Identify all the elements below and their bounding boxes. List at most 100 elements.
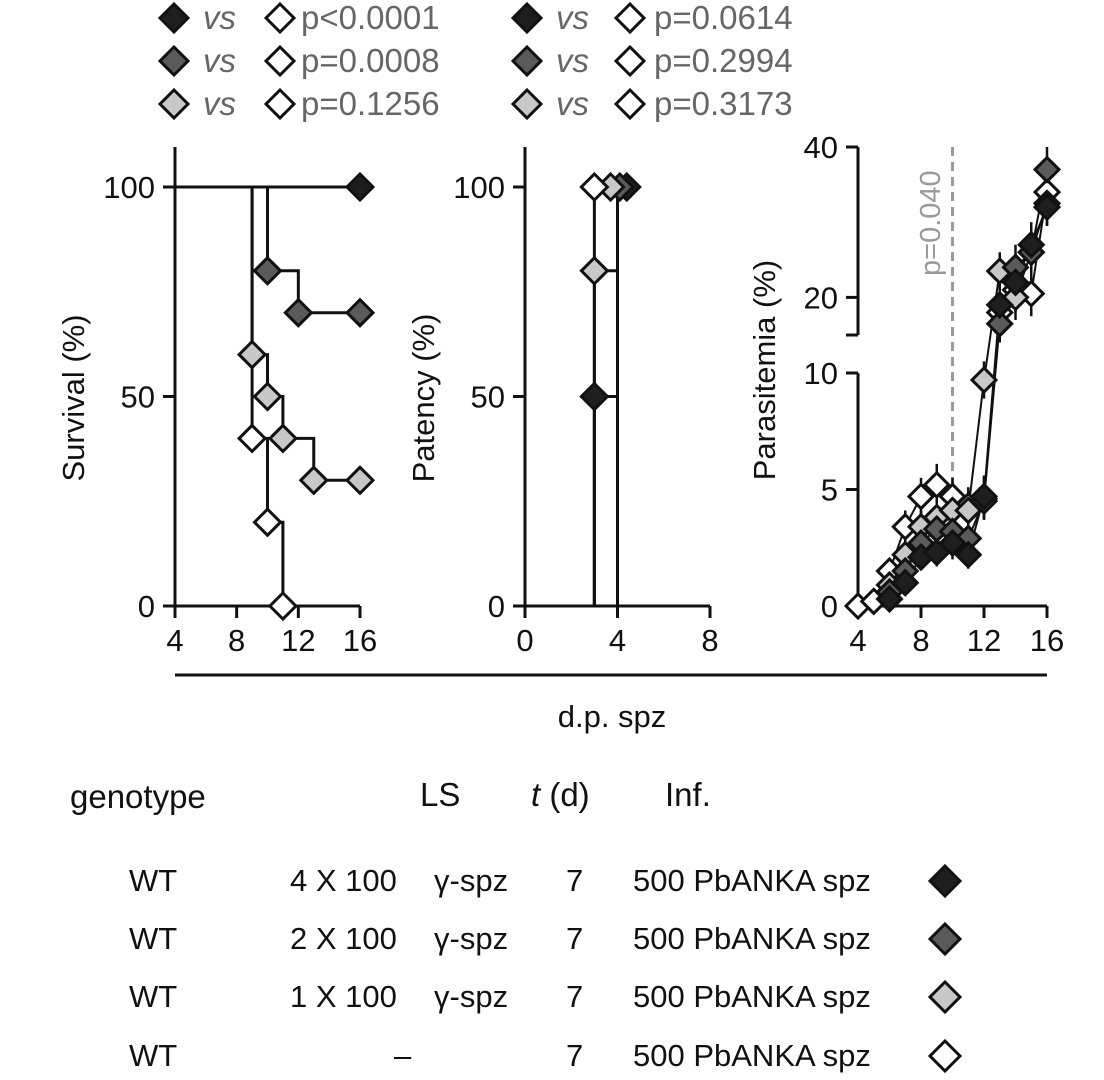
row-diamond-group-4 — [927, 1038, 963, 1074]
patency-series-4-marker — [579, 171, 610, 203]
cell-ls-agent: γ-spz — [434, 921, 508, 956]
patency-y-tick-label: 100 — [453, 170, 505, 205]
patency-x-tick-label: 4 — [609, 623, 626, 658]
legend-diamond-group-2 — [510, 44, 544, 78]
parasitemia-series-2-marker — [985, 309, 1014, 338]
survival-chart: Survival (%) 4 8 12 16 0 50 100 — [56, 147, 377, 658]
parasitemia-y-tick-label: 0 — [821, 589, 838, 624]
row-diamond-group-1 — [927, 863, 963, 899]
survival-x-tick-label: 12 — [281, 623, 315, 658]
row-diamond-group-2 — [927, 921, 963, 957]
legend: vs p<0.0001 vs p=0.0008 vs p=0.1256 vs — [157, 0, 793, 122]
survival-series-4-marker — [267, 590, 299, 622]
parasitemia-series-1-marker — [1001, 268, 1030, 297]
cell-genotype: WT — [129, 1038, 177, 1073]
legend-diamond-group-4 — [263, 44, 297, 78]
row-diamond-group-3 — [927, 979, 963, 1015]
survival-y-axis-label: Survival (%) — [56, 314, 91, 481]
survival-x-tick-label: 8 — [228, 623, 245, 658]
survival-series-3-marker — [344, 465, 376, 496]
shared-x-axis-label: d.p. spz — [558, 699, 667, 734]
header-time: t (d) — [531, 776, 590, 813]
legend-vs-label: vs — [203, 42, 236, 79]
cell-infection: 500 PbANKA spz — [633, 1038, 871, 1073]
patency-series-1-marker — [579, 381, 610, 412]
parasitemia-chart: Parasitemia (%) p=0.040 0 5 10 20 40 4 8 12 16 — [747, 130, 1064, 658]
legend-right-column: vs p=0.0614 vs p=0.2994 vs p=0.3173 — [510, 0, 793, 122]
header-time-unit: (d) — [540, 776, 590, 813]
header-infection: Inf. — [665, 776, 711, 813]
cell-ls-dose: – — [394, 1038, 412, 1073]
cell-ls-dose: 2 X 100 — [290, 921, 397, 956]
legend-diamond-group-4 — [613, 1, 647, 35]
patency-y-axis-label: Patency (%) — [406, 314, 441, 483]
shared-x-axis: d.p. spz — [175, 673, 1047, 734]
parasitemia-series-1-marker — [985, 290, 1014, 320]
header-genotype: genotype — [70, 778, 206, 815]
header-time-symbol: t — [531, 776, 542, 813]
legend-diamond-group-4 — [613, 87, 647, 121]
legend-p-value: p=0.3173 — [654, 85, 793, 122]
parasitemia-series-4-marker — [906, 482, 936, 511]
parasitemia-y-tick-label: 5 — [821, 473, 838, 508]
cell-genotype: WT — [129, 979, 177, 1014]
legend-row-3: vs p=0.1256 — [157, 85, 440, 122]
legend-row-1: vs p=0.0614 — [510, 0, 793, 36]
cell-ls-agent: γ-spz — [434, 863, 508, 898]
table-header: genotype LS t (d) Inf. — [70, 776, 711, 815]
cell-time: 7 — [566, 863, 583, 898]
legend-row-1: vs p<0.0001 — [157, 0, 440, 36]
survival-series-3-marker — [236, 339, 268, 370]
survival-x-tick-label: 4 — [166, 623, 183, 658]
parasitemia-p-value-annotation: p=0.040 — [915, 170, 947, 276]
survival-y-tick-label: 0 — [138, 589, 155, 624]
legend-diamond-group-2 — [157, 44, 191, 78]
header-ls: LS — [420, 776, 460, 813]
cell-genotype: WT — [129, 863, 177, 898]
legend-vs-label: vs — [203, 85, 236, 122]
cell-infection: 500 PbANKA spz — [633, 863, 871, 898]
parasitemia-x-tick-label: 16 — [1030, 623, 1064, 658]
parasitemia-series-1-marker — [969, 482, 999, 511]
legend-diamond-group-3 — [510, 87, 544, 121]
parasitemia-y-tick-label: 40 — [804, 130, 838, 165]
legend-row-2: vs p=0.0008 — [157, 42, 440, 79]
table-row: WT 2 X 100 γ-spz 7 500 PbANKA spz — [129, 921, 963, 957]
legend-vs-label: vs — [556, 0, 589, 36]
treatment-table: genotype LS t (d) Inf. WT 4 X 100 γ-spz … — [70, 776, 963, 1074]
survival-series-2-line — [175, 185, 360, 315]
cell-time: 7 — [566, 979, 583, 1014]
survival-x-tick-label: 16 — [343, 623, 377, 658]
cell-genotype: WT — [129, 921, 177, 956]
parasitemia-y-tick-label: 20 — [804, 280, 838, 315]
parasitemia-series-1-marker — [954, 540, 983, 569]
table-row: WT – 7 500 PbANKA spz — [129, 1038, 963, 1074]
cell-time: 7 — [566, 1038, 583, 1073]
legend-diamond-group-4 — [263, 1, 297, 35]
survival-series-2-marker — [344, 297, 376, 328]
legend-vs-label: vs — [203, 0, 236, 36]
legend-vs-label: vs — [556, 85, 589, 122]
cell-infection: 500 PbANKA spz — [633, 979, 871, 1014]
legend-p-value: p=0.0008 — [301, 42, 440, 79]
parasitemia-y-axis-label: Parasitemia (%) — [747, 260, 782, 481]
patency-x-tick-label: 0 — [516, 623, 533, 658]
survival-series-1-marker — [344, 171, 376, 203]
parasitemia-y-tick-label: 10 — [804, 356, 838, 391]
cell-ls-dose: 4 X 100 — [290, 863, 397, 898]
parasitemia-series-1-marker — [1032, 193, 1062, 222]
legend-row-2: vs p=0.2994 — [510, 42, 793, 79]
table-row: WT 1 X 100 γ-spz 7 500 PbANKA spz — [129, 979, 963, 1015]
legend-diamond-group-3 — [157, 87, 191, 121]
legend-p-value: p=0.0614 — [654, 0, 793, 36]
table-row: WT 4 X 100 γ-spz 7 500 PbANKA spz — [129, 863, 963, 899]
patency-y-tick-label: 0 — [488, 589, 505, 624]
legend-p-value: p=0.1256 — [301, 85, 440, 122]
cell-ls-dose: 1 X 100 — [290, 979, 397, 1014]
cell-time: 7 — [566, 921, 583, 956]
patency-y-tick-label: 50 — [471, 380, 505, 415]
legend-diamond-group-4 — [263, 87, 297, 121]
legend-left-column: vs p<0.0001 vs p=0.0008 vs p=0.1256 — [157, 0, 440, 122]
parasitemia-series-4-marker — [922, 470, 951, 499]
